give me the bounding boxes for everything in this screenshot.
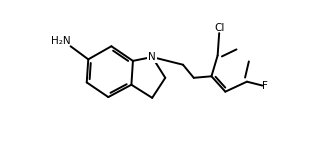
Text: Cl: Cl <box>214 23 224 33</box>
Text: F: F <box>262 81 268 91</box>
Text: N: N <box>148 52 156 62</box>
Text: H₂N: H₂N <box>51 36 71 46</box>
